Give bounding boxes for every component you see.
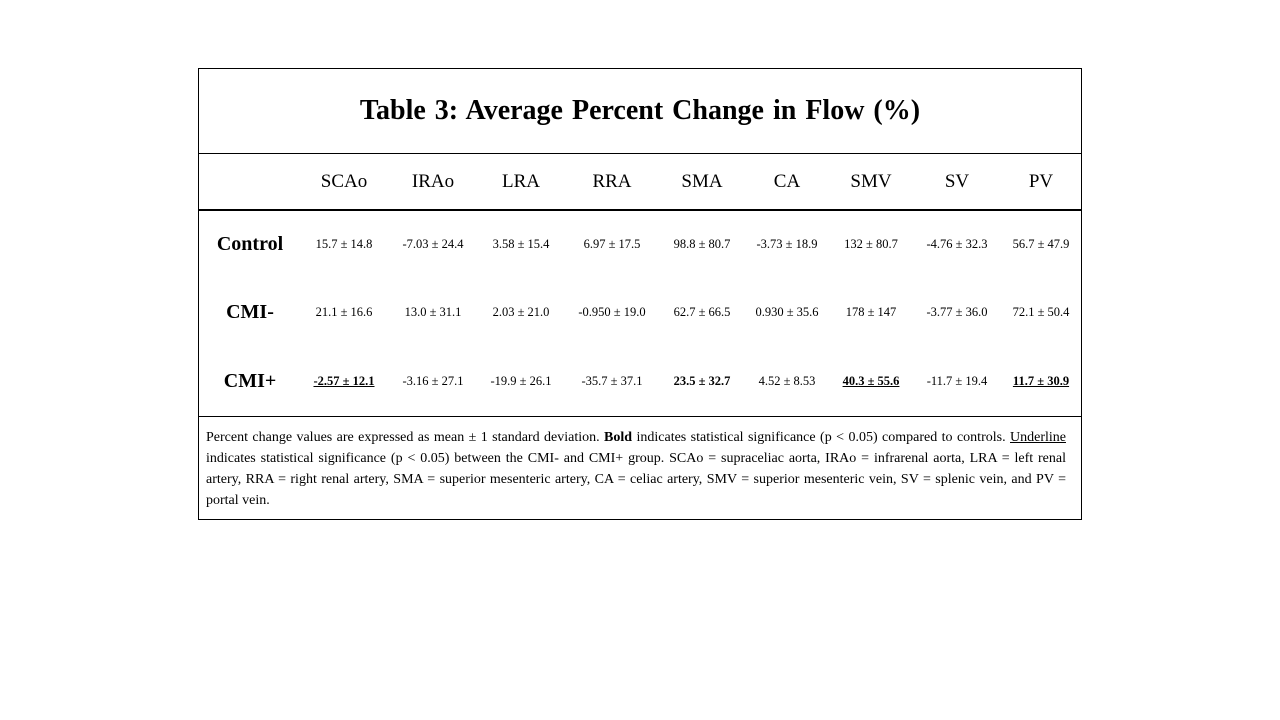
table-row: Control 15.7 ± 14.8 -7.03 ± 24.4 3.58 ± 15.… xyxy=(199,229,1081,259)
footnote-underline-word: Underline xyxy=(1010,430,1066,445)
table-cell: -3.73 ± 18.9 xyxy=(756,236,818,251)
footnote-text-3: indicates statistical significance (p < … xyxy=(206,451,1066,508)
table-cell: -19.9 ± 26.1 xyxy=(490,373,552,388)
table-cell: 13.0 ± 31.1 xyxy=(404,304,462,319)
table-cell: -11.7 ± 19.4 xyxy=(926,373,988,388)
table-cell: 40.3 ± 55.6 xyxy=(842,373,900,388)
table-footnote: Percent change values are expressed as m… xyxy=(206,427,1066,511)
table-body: Control 15.7 ± 14.8 -7.03 ± 24.4 3.58 ± 15.… xyxy=(199,211,1081,417)
table-cell: 23.5 ± 32.7 xyxy=(673,373,731,388)
table-cell: -7.03 ± 24.4 xyxy=(402,236,464,251)
table-row: CMI+ -2.57 ± 12.1 -3.16 ± 27.1 -19.9 ± 26.1… xyxy=(199,366,1081,396)
flow-table: Table 3: Average Percent Change in Flow … xyxy=(198,68,1082,520)
column-header-irao: IRAo xyxy=(411,170,455,192)
table-cell: -3.77 ± 36.0 xyxy=(926,304,988,319)
table-title: Table 3: Average Percent Change in Flow … xyxy=(359,95,921,126)
table-cell: 2.03 ± 21.0 xyxy=(492,304,550,319)
table-cell: 132 ± 80.7 xyxy=(844,236,898,251)
table-cell: -4.76 ± 32.3 xyxy=(926,236,988,251)
column-header-lra: LRA xyxy=(502,170,540,192)
column-header-smv: SMV xyxy=(850,170,892,192)
table-cell: 15.7 ± 14.8 xyxy=(315,236,373,251)
table-cell: -2.57 ± 12.1 xyxy=(313,373,375,388)
table-cell: 4.52 ± 8.53 xyxy=(758,373,816,388)
column-header-sv: SV xyxy=(944,170,970,192)
table-cell: 98.8 ± 80.7 xyxy=(673,236,731,251)
table-cell: 72.1 ± 50.4 xyxy=(1012,304,1070,319)
column-header-sma: SMA xyxy=(681,170,723,192)
column-header-pv: PV xyxy=(1028,170,1054,192)
column-header-ca: CA xyxy=(773,170,801,192)
footnote-text-1: Percent change values are expressed as m… xyxy=(206,430,605,445)
table-row: CMI- 21.1 ± 16.6 13.0 ± 31.1 2.03 ± 21.0 -0.… xyxy=(199,297,1081,327)
table-cell: -35.7 ± 37.1 xyxy=(581,373,643,388)
table-cell: 11.7 ± 30.9 xyxy=(1012,373,1070,388)
footnote-text-2: indicates statistical significance (p < … xyxy=(632,430,1010,445)
table-cell: 62.7 ± 66.5 xyxy=(673,304,731,319)
table-cell: 6.97 ± 17.5 xyxy=(583,236,641,251)
table-cell: 0.930 ± 35.6 xyxy=(755,304,819,319)
row-label: Control xyxy=(216,232,284,255)
footnote-bold-word: Bold xyxy=(604,430,633,445)
column-header-rra: RRA xyxy=(592,170,632,192)
table-cell: 56.7 ± 47.9 xyxy=(1012,236,1070,251)
table-cell: -0.950 ± 19.0 xyxy=(578,304,646,319)
table-cell: 3.58 ± 15.4 xyxy=(492,236,550,251)
row-label: CMI- xyxy=(226,300,274,323)
table-cell: -3.16 ± 27.1 xyxy=(402,373,464,388)
table-cell: 178 ± 147 xyxy=(845,304,897,319)
row-label: CMI+ xyxy=(223,369,277,392)
column-header-row: SCAo IRAo LRA RRA SMA CA SMV SV PV xyxy=(199,154,1081,211)
table-cell: 21.1 ± 16.6 xyxy=(315,304,373,319)
table-title-row: Table 3: Average Percent Change in Flow … xyxy=(199,69,1081,154)
column-header-scao: SCAo xyxy=(320,170,368,192)
